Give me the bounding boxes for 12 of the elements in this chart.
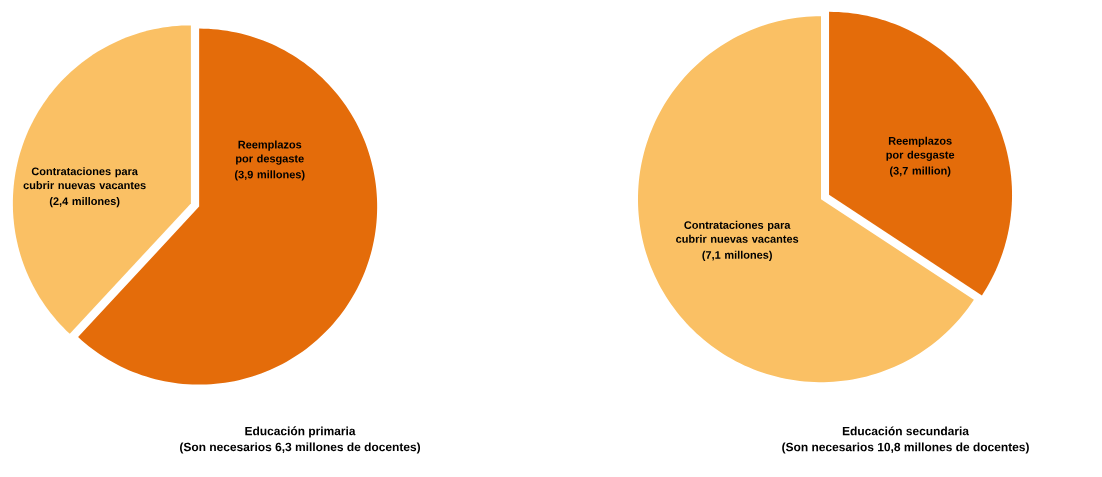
- text: Educación secundaria: [842, 426, 970, 436]
- data-label: (2,4 millones): [49, 197, 120, 208]
- data-label: (3,7 million): [889, 166, 951, 177]
- slice-label: Reemplazos por desgaste: [886, 136, 955, 161]
- text: (Son necesarios 6,3 millones de docentes): [180, 442, 421, 454]
- slice-label: Contrataciones para cubrir nuevas vacantes: [23, 167, 146, 190]
- slice-label: Contrataciones para cubrir nuevas vacantes: [676, 220, 799, 243]
- data-label: (3,9 millones): [234, 170, 305, 181]
- data-label: (7,1 millones): [702, 250, 772, 261]
- text: Educación primaria: [245, 426, 356, 438]
- text: (Son necesarios 10,8 millones de docentes): [782, 442, 1029, 454]
- slice-label: Reemplazos por desgaste: [236, 140, 304, 165]
